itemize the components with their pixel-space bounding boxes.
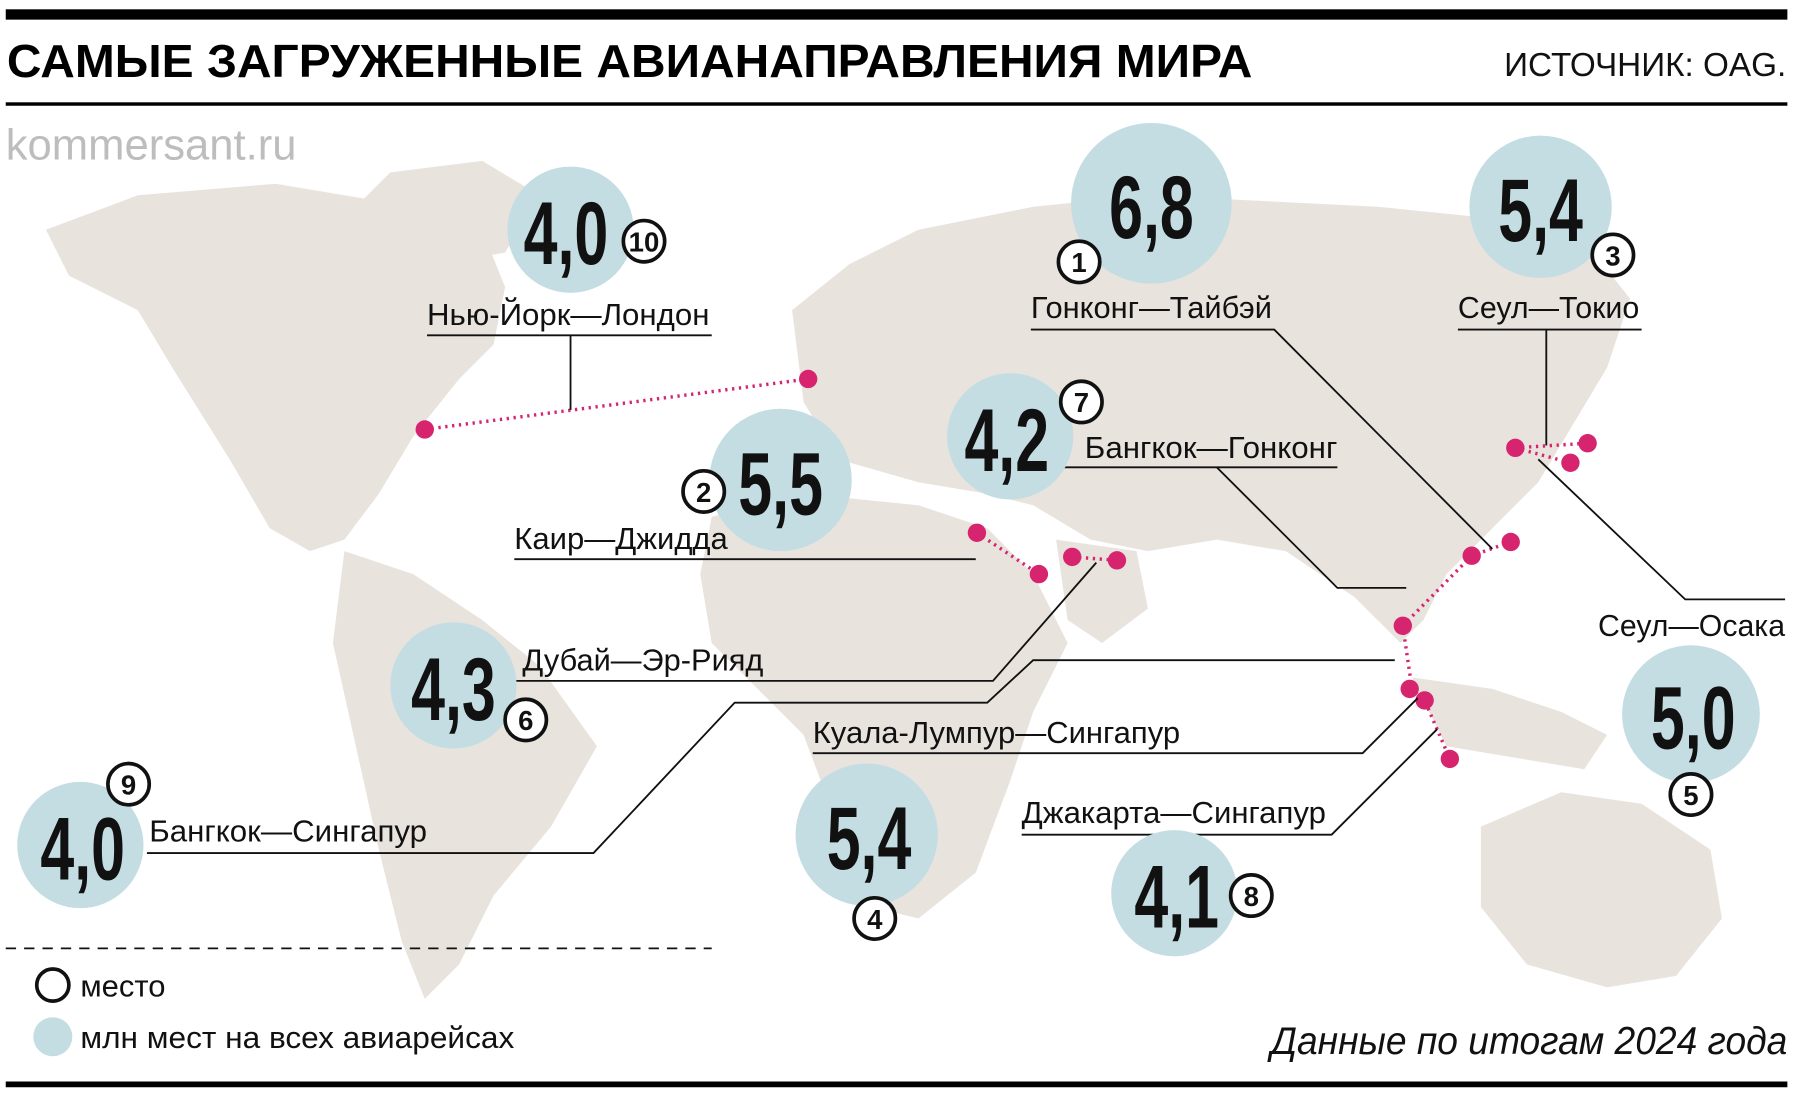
route-label: Бангкок—Гонконг [1085, 430, 1338, 465]
rank-circle [1056, 239, 1102, 285]
route-lines [415, 369, 1597, 769]
rank-number: 1 [1071, 247, 1086, 278]
legend-rank-label: место [80, 969, 165, 1004]
route-label: Каир—Джидда [514, 521, 728, 556]
page-title: САМЫЕ ЗАГРУЖЕННЫЕ АВИАНАПРАВЛЕНИЯ МИРА [7, 35, 1253, 87]
route-value: 5,4 [1498, 162, 1583, 261]
watermark: kommersant.ru [6, 122, 297, 170]
footnote: Данные по итогам 2024 года [1267, 1020, 1787, 1063]
rank-legend-icon [34, 967, 71, 1003]
rank-number: 7 [1074, 387, 1089, 418]
source-label: ИСТОЧНИК: OAG. [1504, 47, 1786, 84]
route-cairo-jeddah [975, 531, 1040, 576]
rank-number: 8 [1244, 881, 1259, 912]
rank-number: 2 [696, 477, 711, 508]
bottom-rule [5, 1081, 1788, 1088]
route-label: Джакарта—Сингапур [1022, 795, 1326, 830]
legend-value-label: млн мест на всех авиарейсах [80, 1020, 514, 1055]
route-ny-london [424, 377, 809, 432]
route-value: 5,5 [738, 435, 823, 534]
route-value: 4,3 [411, 640, 496, 739]
legend: место млн мест на всех авиарейсах [5, 947, 712, 1057]
route-value: 4,2 [964, 391, 1049, 490]
world-map [45, 160, 1722, 999]
rank-number: 6 [518, 705, 533, 736]
top-rule [5, 9, 1788, 20]
route-label: Гонконг—Тайбэй [1031, 290, 1272, 325]
airport-dots [415, 369, 1597, 769]
route-seoul-tokyo [1515, 441, 1588, 450]
route-label: Нью-Йорк—Лондон [427, 296, 709, 332]
rank-number: 5 [1683, 780, 1698, 811]
value-bubble [1071, 122, 1232, 284]
leader-lines [146, 328, 1786, 854]
route-value: 5,0 [1651, 669, 1736, 768]
route-value: 6,8 [1109, 158, 1194, 257]
header-rule [5, 102, 1788, 106]
route-label: Сеул—Токио [1458, 290, 1639, 325]
rank-number: 3 [1605, 240, 1620, 271]
route-seoul-osaka [1514, 446, 1571, 465]
route-label: Бангкок—Сингапур [149, 814, 427, 849]
route-markers: 6,8 1 Гонконг—Тайбэй 5,5 2 Каир—Джидда 5… [17, 122, 1786, 957]
route-value: 5,4 [827, 790, 912, 889]
route-label: Сеул—Осака [1598, 608, 1786, 643]
route-label: Куала-Лумпур—Сингапур [813, 715, 1180, 750]
route-value: 4,0 [524, 185, 609, 284]
rank-number: 10 [629, 227, 660, 258]
rank-number: 4 [867, 904, 883, 935]
route-label: Дубай—Эр-Рияд [522, 643, 763, 678]
rank-number: 9 [121, 770, 136, 801]
route-value: 4,0 [40, 800, 125, 899]
route-value: 4,1 [1134, 848, 1219, 947]
value-legend-icon [33, 1017, 73, 1057]
